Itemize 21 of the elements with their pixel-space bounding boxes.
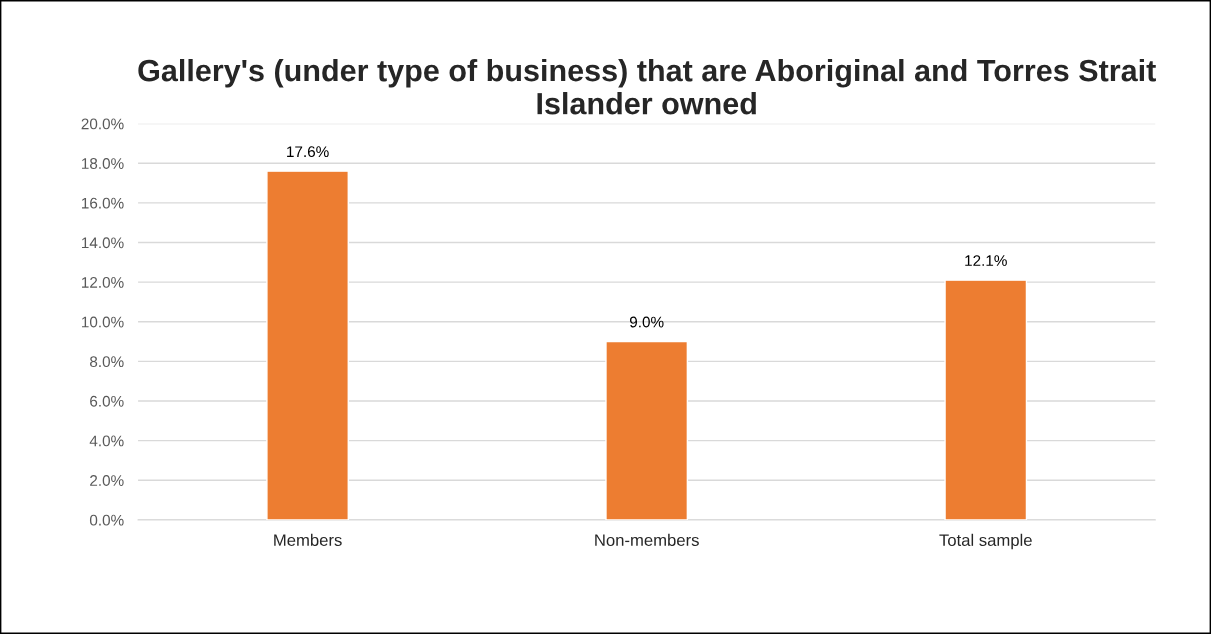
y-tick-label: 16.0%	[82, 197, 124, 209]
x-tick-label: Non-members	[595, 533, 699, 547]
y-tick-label: 18.0%	[82, 158, 124, 169]
data-label: 17.6%	[287, 146, 329, 158]
y-tick-label: 2.0%	[90, 475, 124, 486]
data-label: 9.0%	[629, 316, 664, 328]
y-tick-label: 0.0%	[89, 514, 124, 526]
y-tick-label: 20.0%	[81, 118, 124, 130]
bar	[266, 170, 349, 520]
bar	[605, 340, 689, 520]
y-tick-label: 8.0%	[90, 356, 124, 368]
x-tick-label: Members	[274, 533, 342, 547]
y-tick-label: 6.0%	[90, 395, 124, 407]
y-tick-label: 12.0%	[82, 277, 124, 288]
x-tick-label: Total sample	[939, 533, 1032, 550]
bar	[944, 279, 1028, 520]
y-tick-label: 4.0%	[89, 435, 124, 447]
data-label: 12.1%	[965, 255, 1007, 266]
y-tick-label: 14.0%	[82, 237, 124, 249]
y-tick-label: 10.0%	[82, 316, 124, 328]
chart-title: Gallery's (under type of business) that are Aboriginal and Torres Strait Islander owned	[138, 58, 1156, 115]
